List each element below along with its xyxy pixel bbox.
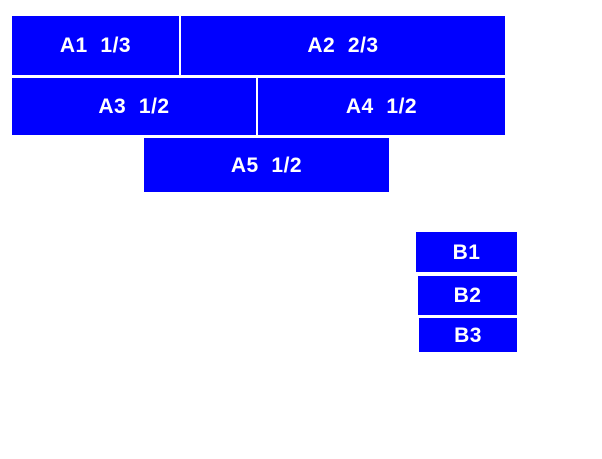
box-b2-label: B2 — [453, 284, 482, 307]
box-b1-label: B1 — [452, 240, 481, 264]
box-b3-label: B3 — [454, 323, 482, 347]
box-a5-label: A5 1/2 — [230, 153, 303, 177]
box-b3[interactable]: B3 — [419, 318, 517, 352]
box-a1-label: A1 1/3 — [59, 34, 132, 57]
box-a2[interactable]: A2 2/3 — [181, 16, 505, 75]
box-a2-label: A2 2/3 — [307, 34, 379, 57]
box-a5[interactable]: A5 1/2 — [144, 138, 389, 192]
box-a4[interactable]: A4 1/2 — [258, 78, 505, 135]
box-a3[interactable]: A3 1/2 — [12, 78, 256, 135]
box-a3-label: A3 1/2 — [98, 95, 170, 118]
box-a4-label: A4 1/2 — [345, 95, 418, 118]
box-b1[interactable]: B1 — [416, 232, 517, 272]
box-b2[interactable]: B2 — [418, 276, 517, 315]
box-a1[interactable]: A1 1/3 — [12, 16, 179, 75]
